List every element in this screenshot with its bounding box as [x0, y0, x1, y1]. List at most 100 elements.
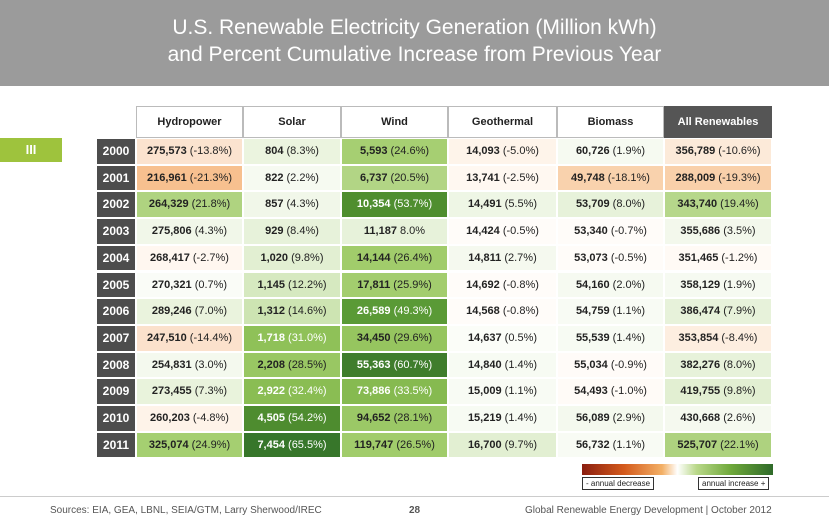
cell-percent: (3.0%) [191, 358, 228, 371]
cell-percent: (8.0%) [609, 198, 646, 211]
cell-percent: (-13.8%) [186, 145, 232, 157]
cell-percent: (-0.9%) [607, 358, 647, 371]
cell-value: 247,510 [146, 331, 187, 344]
cell-percent: (4.3%) [283, 198, 319, 211]
table-cell: 14,491 (5.5%) [448, 191, 557, 219]
table-cell: 16,700 (9.7%) [448, 431, 557, 459]
cell-percent: (28.1%) [390, 412, 433, 424]
table-cell: 356,789 (-10.6%) [664, 138, 772, 165]
cell-value: 34,450 [356, 331, 391, 344]
table-cell: 1,020 (9.8%) [243, 244, 341, 272]
cell-value: 14,811 [468, 251, 502, 264]
cell-percent: (7.3%) [191, 385, 228, 398]
cell-value: 419,755 [680, 385, 721, 398]
table-cell: 264,329 (21.8%) [136, 191, 243, 219]
cell-percent: (1.4%) [609, 331, 646, 344]
table-cell: 14,144 (26.4%) [341, 244, 448, 272]
table-cell: 53,340 (-0.7%) [557, 218, 664, 245]
table-cell: 73,886 (33.5%) [341, 378, 448, 405]
table-cell: 54,759 (1.1%) [557, 298, 664, 325]
cell-percent: (31.0%) [284, 331, 327, 344]
cell-percent: (19.4%) [717, 198, 759, 211]
year-label: 2000 [96, 138, 136, 165]
cell-percent: (28.5%) [284, 358, 327, 371]
table-cell: 11,187 8.0% [341, 218, 448, 245]
cell-value: 260,203 [150, 412, 190, 424]
cell-percent: (1.4%) [501, 412, 538, 424]
cell-value: 53,340 [574, 225, 608, 238]
cell-value: 343,740 [677, 198, 718, 211]
table-cell: 60,726 (1.9%) [557, 138, 664, 165]
cell-value: 15,009 [467, 385, 502, 398]
cell-percent: (-4.8%) [189, 412, 229, 424]
table-cell: 419,755 (9.8%) [664, 378, 772, 405]
column-header-wind: Wind [341, 106, 448, 138]
cell-value: 273,455 [151, 385, 192, 398]
table-cell: 6,737 (20.5%) [341, 164, 448, 192]
cell-percent: (65.5%) [284, 438, 327, 451]
table-cell: 56,732 (1.1%) [557, 431, 664, 459]
cell-percent: (-5.0%) [499, 145, 539, 157]
table-cell: 119,747 (26.5%) [341, 431, 448, 459]
cell-value: 264,329 [148, 198, 189, 211]
title-banner: U.S. Renewable Electricity Generation (M… [0, 0, 829, 86]
table-cell: 15,009 (1.1%) [448, 378, 557, 405]
table-cell: 14,568 (-0.8%) [448, 298, 557, 325]
table-cell: 53,073 (-0.5%) [557, 244, 664, 272]
cell-percent: (-2.5%) [499, 171, 539, 184]
table-cell: 382,276 (8.0%) [664, 351, 772, 379]
cell-value: 6,737 [359, 171, 388, 184]
cell-percent: (-0.5%) [607, 251, 647, 264]
cell-percent: (-8.4%) [718, 331, 758, 344]
cell-value: 2,922 [257, 385, 285, 398]
cell-percent: (-10.6%) [715, 145, 761, 157]
section-tab: III [0, 138, 62, 162]
table-cell: 325,074 (24.9%) [136, 431, 243, 459]
table-cell: 15,219 (1.4%) [448, 405, 557, 432]
footer-publication: Global Renewable Energy Development | Oc… [525, 505, 772, 516]
cell-percent: (2.9%) [609, 412, 646, 424]
cell-value: 1,020 [260, 251, 289, 264]
footer-page-number: 28 [409, 505, 421, 516]
cell-percent: (-0.8%) [499, 305, 539, 318]
cell-value: 49,748 [571, 171, 605, 184]
table-cell: 270,321 (0.7%) [136, 271, 243, 299]
year-label: 2003 [96, 218, 136, 245]
cell-value: 14,491 [467, 198, 502, 211]
cell-percent: (8.3%) [283, 145, 319, 157]
cell-value: 14,692 [466, 278, 500, 291]
year-label: 2009 [96, 378, 136, 405]
cell-value: 54,160 [575, 278, 610, 291]
cell-percent: (2.0%) [609, 278, 646, 291]
cell-percent: (49.3%) [390, 305, 433, 318]
cell-percent: (0.7%) [191, 278, 228, 291]
cell-percent: (20.5%) [387, 171, 430, 184]
table-cell: 268,417 (-2.7%) [136, 244, 243, 272]
table-cell: 351,465 (-1.2%) [664, 244, 772, 272]
cell-percent: (0.5%) [501, 331, 538, 344]
table-cell: 14,840 (1.4%) [448, 351, 557, 379]
cell-value: 14,144 [356, 251, 391, 264]
cell-value: 275,806 [151, 225, 192, 238]
cell-percent: (2.6%) [720, 412, 756, 424]
table-cell: 14,637 (0.5%) [448, 324, 557, 352]
cell-value: 55,363 [356, 358, 391, 371]
cell-percent: (3.5%) [720, 225, 756, 238]
table-cell: 2,208 (28.5%) [243, 351, 341, 379]
table-cell: 216,961 (-21.3%) [136, 164, 243, 192]
table-cell: 14,424 (-0.5%) [448, 218, 557, 245]
cell-percent: (1.9%) [720, 278, 756, 291]
cell-percent: (-0.5%) [499, 225, 539, 238]
year-label: 2004 [96, 244, 136, 272]
table-cell: 353,854 (-8.4%) [664, 324, 772, 352]
column-header-solar: Solar [243, 106, 341, 138]
column-header-biomass: Biomass [557, 106, 664, 138]
table-cell: 288,009 (-19.3%) [664, 164, 772, 192]
cell-percent: 8.0% [396, 225, 426, 238]
cell-percent: (-2.7%) [189, 251, 229, 264]
cell-percent: (1.1%) [609, 305, 646, 318]
table-cell: 54,493 (-1.0%) [557, 378, 664, 405]
cell-percent: (1.4%) [501, 358, 538, 371]
cell-value: 358,129 [680, 278, 721, 291]
cell-percent: (-14.4%) [186, 331, 232, 344]
